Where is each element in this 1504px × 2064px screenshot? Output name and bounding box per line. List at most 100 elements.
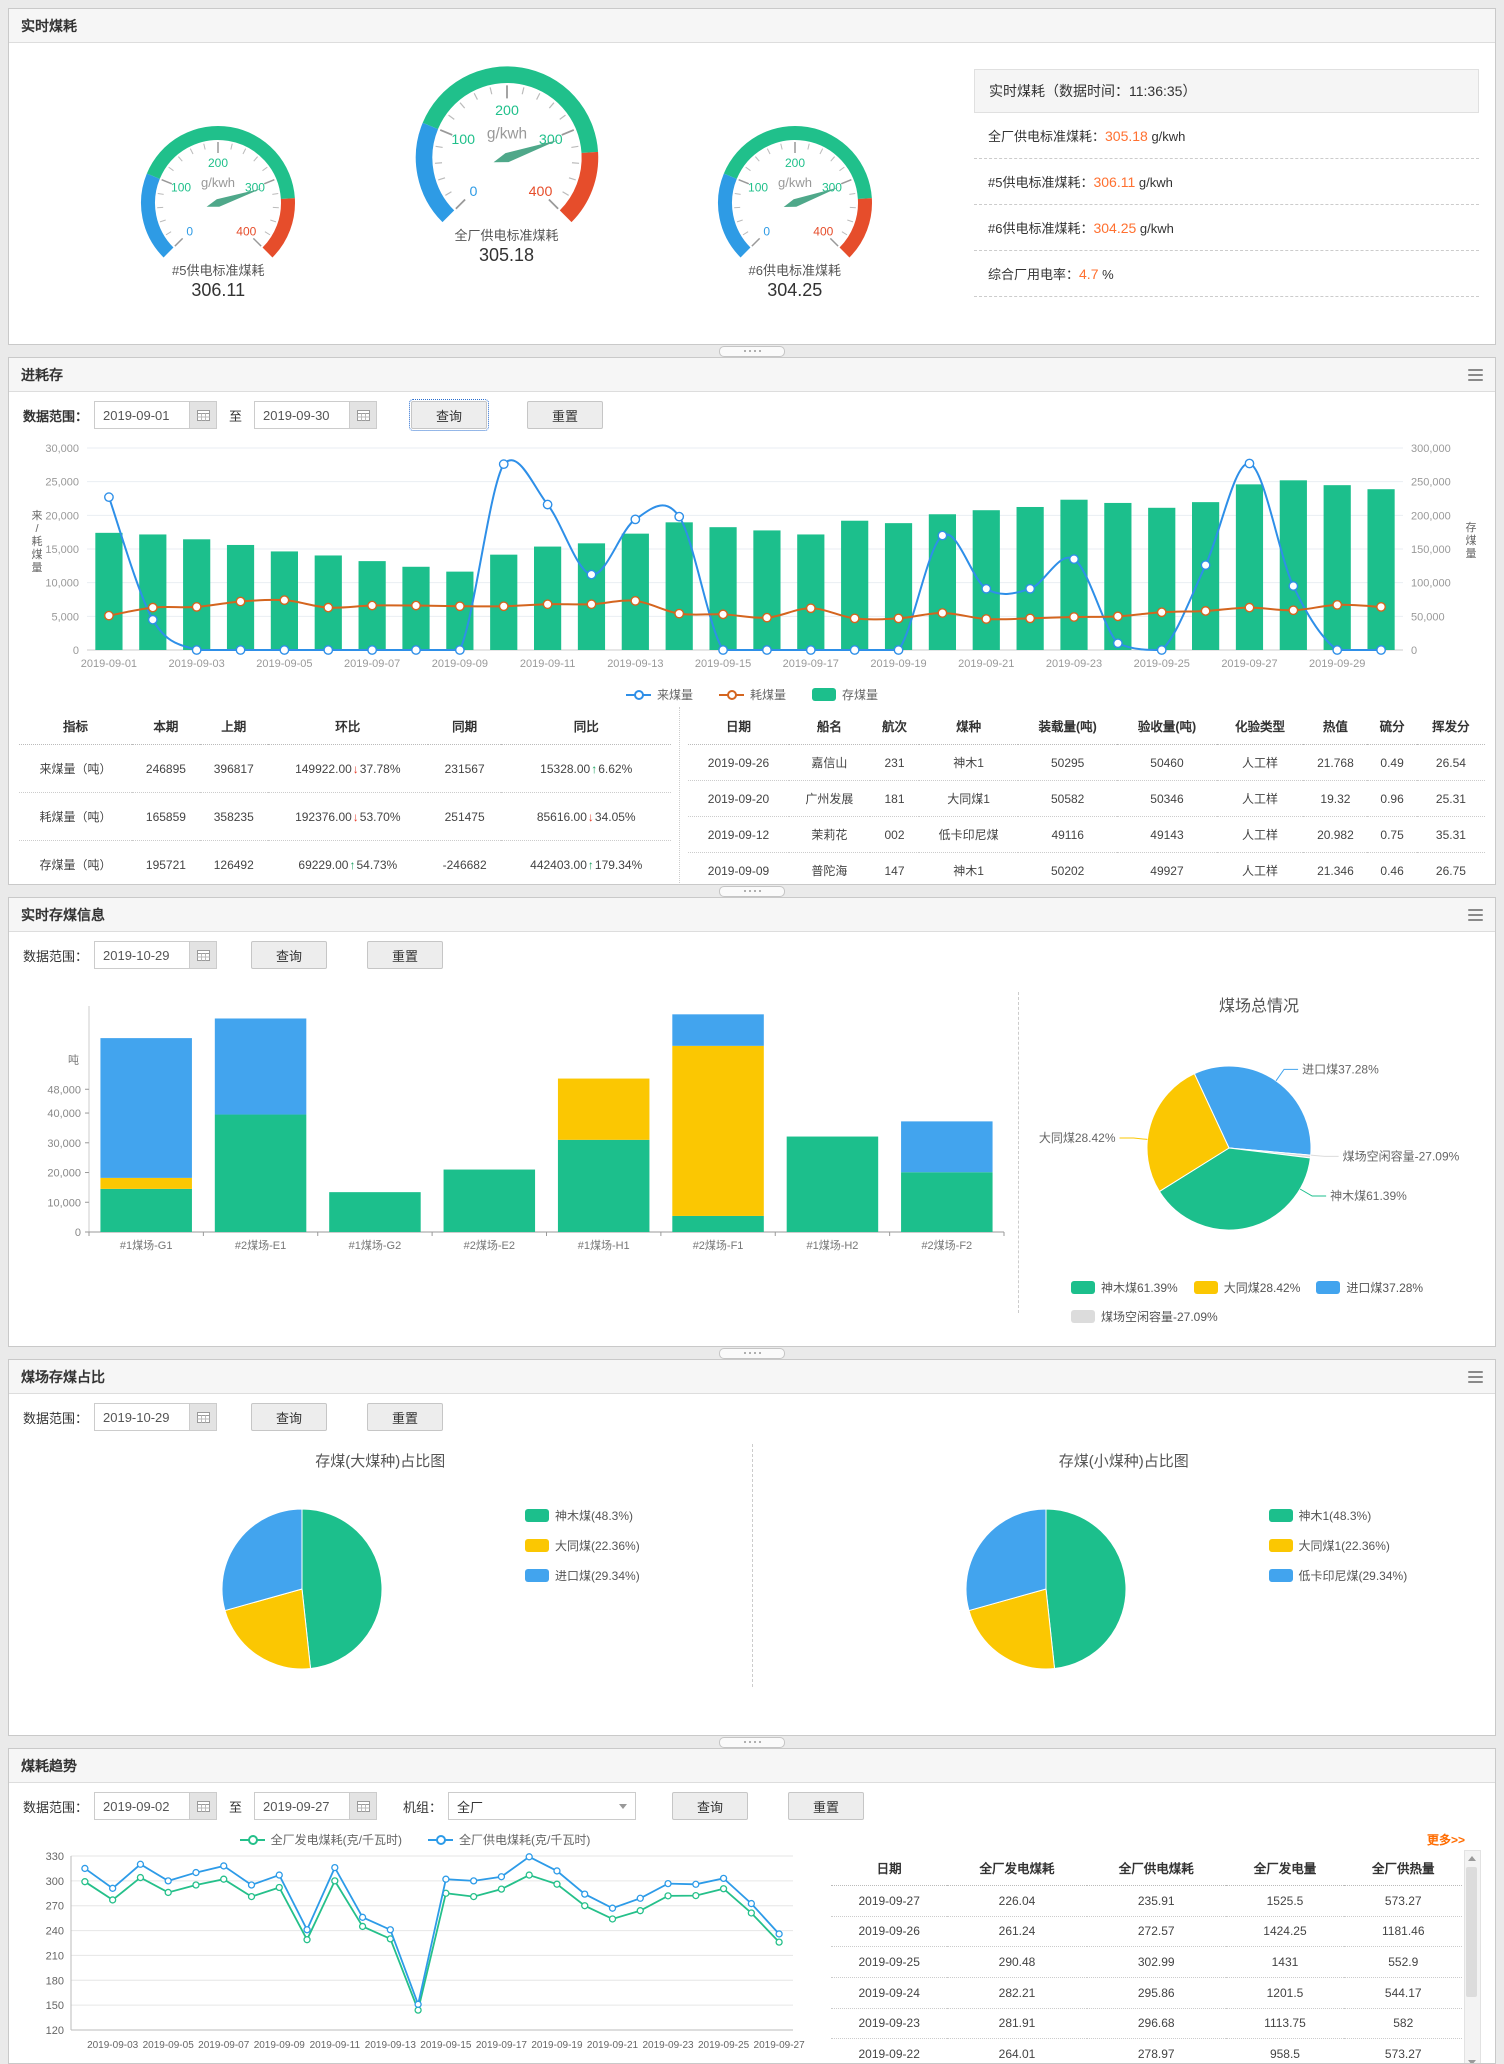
- legend-item[interactable]: 来煤量: [626, 686, 693, 703]
- range-label: 数据范围：: [23, 406, 88, 425]
- calendar-icon[interactable]: [189, 1793, 216, 1819]
- legend-item[interactable]: 耗煤量: [719, 686, 786, 703]
- svg-text:100: 100: [748, 181, 768, 195]
- calendar-icon[interactable]: [189, 1404, 216, 1430]
- gauge-unit5: 0100200300400g/kwh #5供电标准煤耗 306.11: [118, 113, 318, 301]
- realtime-body: 0100200300400g/kwh #5供电标准煤耗 306.11 01002…: [9, 43, 1495, 301]
- reset-button[interactable]: 重置: [367, 1403, 443, 1431]
- panel-resize-handle[interactable]: [719, 1348, 785, 1359]
- svg-text:20,000: 20,000: [45, 510, 79, 522]
- date-to-value: 2019-09-27: [255, 1799, 349, 1814]
- date-from-value: 2019-09-02: [95, 1799, 189, 1814]
- scrollbar-thumb[interactable]: [1466, 1867, 1477, 1997]
- date-input[interactable]: 2019-10-29: [94, 1403, 217, 1431]
- legend-item[interactable]: 大同煤28.42%: [1194, 1279, 1301, 1296]
- storage-body: 010,00020,00030,00040,00048,000吨#1煤场-G1#…: [9, 978, 1495, 1325]
- legend-item[interactable]: 全厂供电煤耗(克/千瓦时): [428, 1831, 590, 1848]
- legend-item[interactable]: 大同煤1(22.36%): [1269, 1537, 1390, 1554]
- menu-icon[interactable]: [1468, 369, 1483, 381]
- stock-stacked-bar-chart: 010,00020,00030,00040,00048,000吨#1煤场-G1#…: [23, 992, 1018, 1268]
- svg-text:15,000: 15,000: [45, 544, 79, 556]
- legend-item[interactable]: 低卡印尼煤(29.34%): [1269, 1567, 1408, 1584]
- legend-item[interactable]: 神木1(48.3%): [1269, 1507, 1372, 1524]
- legend-item[interactable]: 神木煤(48.3%): [525, 1507, 633, 1524]
- panel-gap: [0, 885, 1504, 897]
- reset-button[interactable]: 重置: [367, 941, 443, 969]
- legend-marker: [428, 1839, 453, 1841]
- query-button[interactable]: 查询: [251, 941, 327, 969]
- up-arrow-icon: ↑: [588, 858, 594, 872]
- legend-item[interactable]: 进口煤(29.34%): [525, 1567, 640, 1584]
- menu-icon[interactable]: [1468, 1371, 1483, 1383]
- more-link[interactable]: 更多>>: [831, 1831, 1465, 1848]
- panel-header: 进耗存: [9, 358, 1495, 392]
- query-button[interactable]: 查询: [411, 401, 487, 429]
- column-header: 环比: [268, 707, 428, 745]
- svg-text:30,000: 30,000: [47, 1138, 81, 1150]
- legend-item[interactable]: 全厂发电煤耗(克/千瓦时): [240, 1831, 402, 1848]
- panel-resize-handle[interactable]: [719, 346, 785, 357]
- date-from-input[interactable]: 2019-09-01: [94, 401, 217, 429]
- menu-icon[interactable]: [1468, 909, 1483, 921]
- trend-legend: 全厂发电煤耗(克/千瓦时) 全厂供电煤耗(克/千瓦时): [9, 1831, 821, 1848]
- gauge-label: #5供电标准煤耗: [118, 260, 318, 279]
- calendar-icon[interactable]: [189, 942, 216, 968]
- svg-text:20,000: 20,000: [47, 1168, 81, 1180]
- scroll-up-icon[interactable]: [1465, 1851, 1478, 1865]
- query-button[interactable]: 查询: [251, 1403, 327, 1431]
- svg-text:g/kwh: g/kwh: [201, 175, 235, 190]
- panel-header: 煤场存煤占比: [9, 1360, 1495, 1394]
- date-to-input[interactable]: 2019-09-27: [254, 1792, 377, 1820]
- svg-text:2019-09-07: 2019-09-07: [198, 2040, 250, 2051]
- reset-button[interactable]: 重置: [788, 1792, 864, 1820]
- date-to-input[interactable]: 2019-09-30: [254, 401, 377, 429]
- legend-item[interactable]: 进口煤37.28%: [1316, 1279, 1423, 1296]
- trend-table: 日期全厂发电煤耗全厂供电煤耗全厂发电量全厂供热量2019-09-27226.04…: [831, 1850, 1462, 2064]
- calendar-icon[interactable]: [349, 402, 376, 428]
- gauges-area: 0100200300400g/kwh #5供电标准煤耗 306.11 01002…: [9, 43, 974, 301]
- column-header: 船名: [789, 707, 870, 745]
- trend-line-chart: 1201501802102402703003302019-09-032019-0…: [25, 1850, 805, 2054]
- svg-text:2019-09-21: 2019-09-21: [587, 2040, 639, 2051]
- calendar-icon[interactable]: [349, 1793, 376, 1819]
- query-button[interactable]: 查询: [672, 1792, 748, 1820]
- svg-text:200: 200: [208, 156, 228, 170]
- table-row: 2019-09-24282.21295.861201.5544.17: [831, 1977, 1462, 2008]
- svg-text:量: 量: [32, 561, 43, 574]
- svg-text:330: 330: [46, 1851, 64, 1863]
- scrollbar[interactable]: [1464, 1850, 1481, 2064]
- pie-title: 存煤(大煤种)占比图: [9, 1450, 752, 1471]
- svg-text:2019-09-07: 2019-09-07: [344, 658, 400, 670]
- legend-item[interactable]: 神木煤61.39%: [1071, 1279, 1178, 1296]
- legend-marker: [1071, 1281, 1095, 1294]
- stats-rows: 全厂供电标准煤耗：305.18 g/kwh#5供电标准煤耗：306.11 g/k…: [974, 113, 1479, 297]
- svg-text:存: 存: [1466, 520, 1477, 534]
- legend-item[interactable]: 大同煤(22.36%): [525, 1537, 640, 1554]
- panel-resize-handle[interactable]: [719, 1737, 785, 1748]
- svg-text:40,000: 40,000: [47, 1108, 81, 1120]
- panel-resize-handle[interactable]: [719, 886, 785, 897]
- svg-text:5,000: 5,000: [51, 611, 79, 623]
- scroll-down-icon[interactable]: [1465, 2055, 1478, 2064]
- small-coal-pie-half: 存煤(小煤种)占比图 神木1(48.3%)大同煤1(22.36%)低卡印尼煤(2…: [753, 1440, 1496, 1711]
- svg-text:100: 100: [451, 132, 475, 148]
- svg-text:#1煤场-G1: #1煤场-G1: [120, 1238, 173, 1252]
- column-header: 日期: [688, 707, 789, 745]
- svg-text:100,000: 100,000: [1411, 578, 1451, 590]
- date-from-input[interactable]: 2019-09-02: [94, 1792, 217, 1820]
- date-input[interactable]: 2019-10-29: [94, 941, 217, 969]
- reset-button[interactable]: 重置: [527, 401, 603, 429]
- legend-item[interactable]: 煤场空闲容量-27.09%: [1071, 1308, 1218, 1325]
- legend-marker: [719, 694, 744, 696]
- range-label: 数据范围：: [23, 1408, 88, 1427]
- dashboard: 实时煤耗 0100200300400g/kwh #5供电标准煤耗 306.11 …: [0, 0, 1504, 2064]
- jhc-combo-chart: 005,00050,00010,000100,00015,000150,0002…: [21, 438, 1483, 686]
- unit-select[interactable]: 全厂: [448, 1792, 636, 1820]
- svg-text:2019-09-25: 2019-09-25: [1134, 658, 1190, 670]
- svg-text:210: 210: [46, 1950, 64, 1962]
- column-header: 航次: [870, 707, 919, 745]
- calendar-icon[interactable]: [189, 402, 216, 428]
- svg-text:2019-09-25: 2019-09-25: [698, 2040, 750, 2051]
- ratio-controls: 数据范围： 2019-10-29 查询 重置: [9, 1394, 1495, 1440]
- legend-item[interactable]: 存煤量: [812, 686, 878, 703]
